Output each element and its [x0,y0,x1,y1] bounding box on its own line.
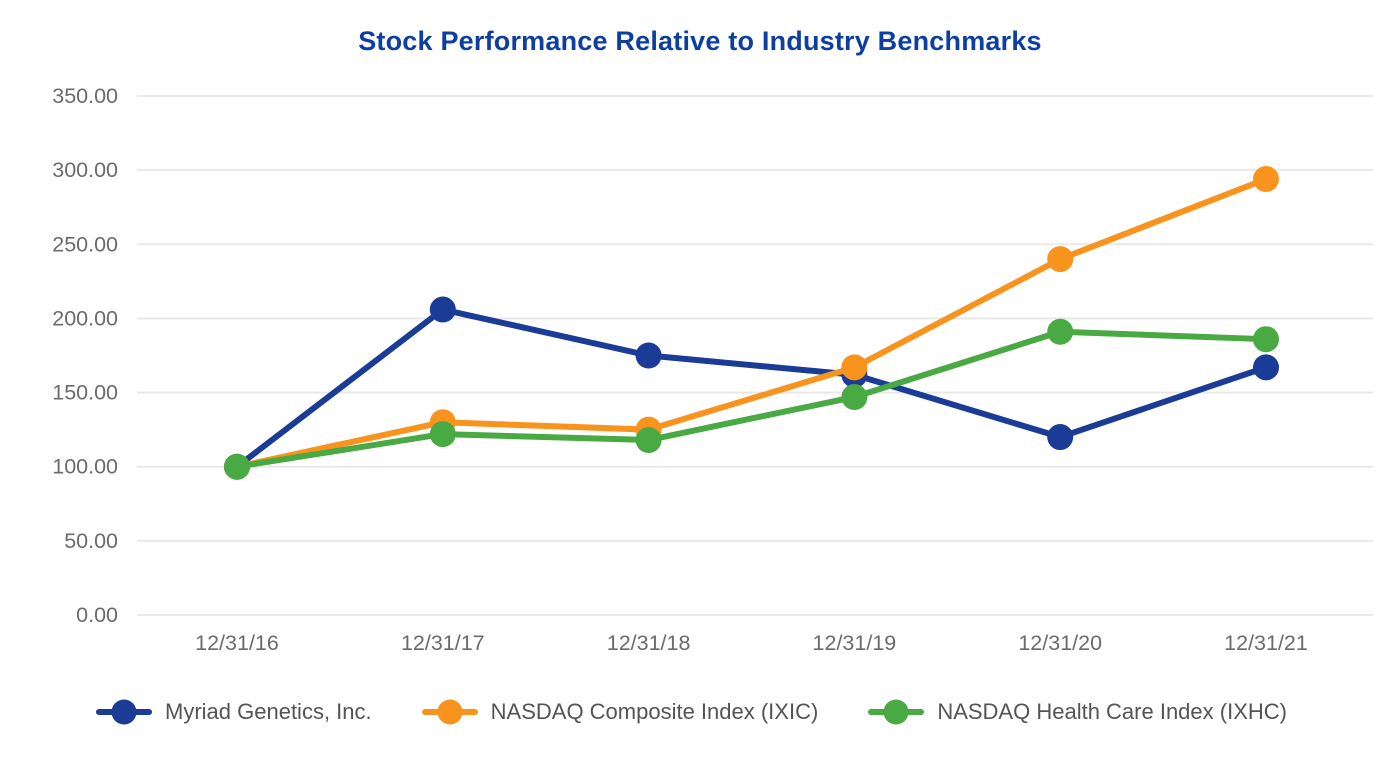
legend-marker-orange-line-dot-icon [421,699,478,725]
data-point [635,427,662,454]
data-point [841,384,868,411]
data-point [429,296,456,323]
series-line-2 [234,328,1269,470]
data-point [841,354,868,381]
data-point [224,453,250,480]
legend-item-myriad-genetics: Myriad Genetics, Inc. [96,699,372,725]
x-axis-tick-label: 12/31/20 [1018,631,1102,655]
x-axis-tick-label: 12/31/18 [607,631,691,655]
series-line-0 [234,306,1269,470]
data-point [635,342,662,369]
line-chart-plot-area: 350.00 300.00 250.00 200.00 150.00 100.00 50.0… [52,84,1373,655]
data-point [1253,354,1279,381]
data-point [429,421,456,448]
y-axis-tick-label: 350.00 [52,84,118,108]
data-point [1047,246,1074,273]
y-axis-tick-label: 0.00 [76,603,118,627]
y-axis-tick-label: 200.00 [52,306,118,330]
chart-legend: Myriad Genetics, Inc. NASDAQ Composite I… [0,690,1400,734]
legend-item-nasdaq-composite: NASDAQ Composite Index (IXIC) [421,699,819,725]
x-axis-tick-label: 12/31/19 [813,631,897,655]
legend-marker-green-line-dot-icon [868,699,925,725]
data-point [1253,166,1279,193]
y-axis-tick-label: 300.00 [52,158,118,182]
chart-title: Stock Performance Relative to Industry B… [358,26,1042,56]
legend-item-nasdaq-health-care: NASDAQ Health Care Index (IXHC) [868,699,1287,725]
y-axis-tick-label: 50.00 [64,529,118,553]
x-axis-tick-label: 12/31/21 [1224,631,1308,655]
data-point [1047,318,1074,345]
series-line-1 [234,176,1269,470]
x-axis-tick-label: 12/31/17 [401,631,485,655]
y-axis-tick-label: 150.00 [52,381,118,405]
x-axis-tick-label: 12/31/16 [195,631,279,655]
legend-label-myriad-genetics: Myriad Genetics, Inc. [165,699,372,724]
legend-marker-blue-line-dot-icon [96,699,152,725]
legend-label-nasdaq-health-care: NASDAQ Health Care Index (IXHC) [937,699,1287,724]
y-axis-tick-label: 100.00 [52,455,118,479]
y-axis-tick-label: 250.00 [52,232,118,256]
data-point [1253,326,1279,353]
legend-label-nasdaq-composite: NASDAQ Composite Index (IXIC) [490,699,819,724]
data-point [1047,424,1074,451]
